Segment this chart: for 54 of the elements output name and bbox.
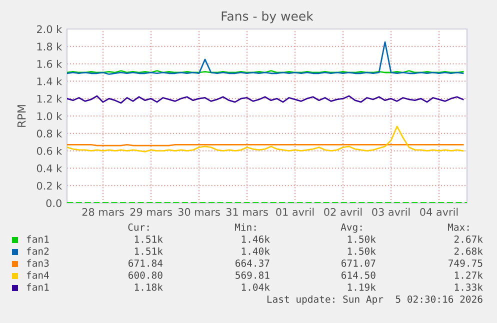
y-tick-label: 0.0 — [46, 199, 62, 208]
x-tick-label: 29 mars — [130, 208, 172, 216]
text: 671.07 — [342, 259, 376, 267]
text: 671.84 — [128, 259, 163, 267]
text: 1.50k — [348, 235, 376, 243]
text: 600.80 — [128, 271, 162, 279]
text: 614.50 — [342, 271, 376, 279]
text: 1.40k — [242, 247, 270, 255]
y-tick-label: 2.0 k — [36, 25, 62, 34]
text: 1.51k — [134, 235, 163, 243]
text: 569.81 — [236, 271, 270, 279]
text: Avg: — [340, 224, 362, 233]
x-tick-label: 30 mars — [178, 208, 220, 216]
y-tick-label: 1.2 k — [37, 94, 62, 103]
y-tick-label: 1.8 k — [37, 42, 62, 51]
text: 1.50k — [348, 247, 376, 255]
y-tick-label: 1.6 k — [37, 60, 62, 68]
text: 1.19k — [348, 283, 376, 291]
text: Max: — [448, 224, 469, 231]
x-tick-label: 02 avril — [324, 208, 362, 216]
text: 1.33k — [454, 283, 483, 291]
line-series — [67, 126, 464, 152]
y-tick-label: 0.8 k — [36, 129, 62, 138]
x-tick-label: 31 mars — [226, 208, 268, 216]
y-tick-label: 1.4 k — [37, 77, 62, 86]
text: 664.37 — [236, 259, 270, 267]
y-axis-title: RPM — [17, 105, 26, 127]
text: Min: — [234, 223, 256, 231]
y-tick-label: 1.0 k — [37, 112, 62, 120]
text: 1.46k — [242, 235, 270, 243]
y-tick-label: 0.4 k — [36, 164, 62, 172]
text: Last update: Sun Apr 5 02:30:16 2026 — [267, 295, 482, 305]
legend-label: fan3 — [26, 259, 49, 267]
legend-label: fan4 — [26, 271, 49, 279]
text: 1.04k — [242, 283, 270, 291]
x-tick-label: 03 avril — [372, 208, 410, 216]
y-tick-label: 0.2 k — [36, 182, 62, 190]
text: Cur: — [128, 223, 149, 231]
legend-label: fan2 — [26, 247, 49, 255]
line-series — [67, 95, 464, 104]
legend-label: fan1 — [26, 235, 49, 243]
y-tick-label: 0.6 k — [36, 146, 62, 155]
x-tick-label: 28 mars — [82, 208, 124, 216]
text: 2.68k — [454, 247, 483, 255]
text: 1.18k — [134, 283, 163, 291]
text: 1.27k — [454, 271, 483, 279]
text: 2.67k — [454, 235, 483, 243]
x-tick-label: 04 avril — [420, 208, 458, 216]
legend-label: fan1 — [26, 283, 49, 291]
chart-title: Fans - by week — [222, 11, 314, 24]
text: 1.51k — [134, 247, 163, 255]
x-tick-label: 01 avril — [276, 208, 314, 216]
text: 749.75 — [448, 259, 482, 267]
line-series — [67, 41, 464, 75]
